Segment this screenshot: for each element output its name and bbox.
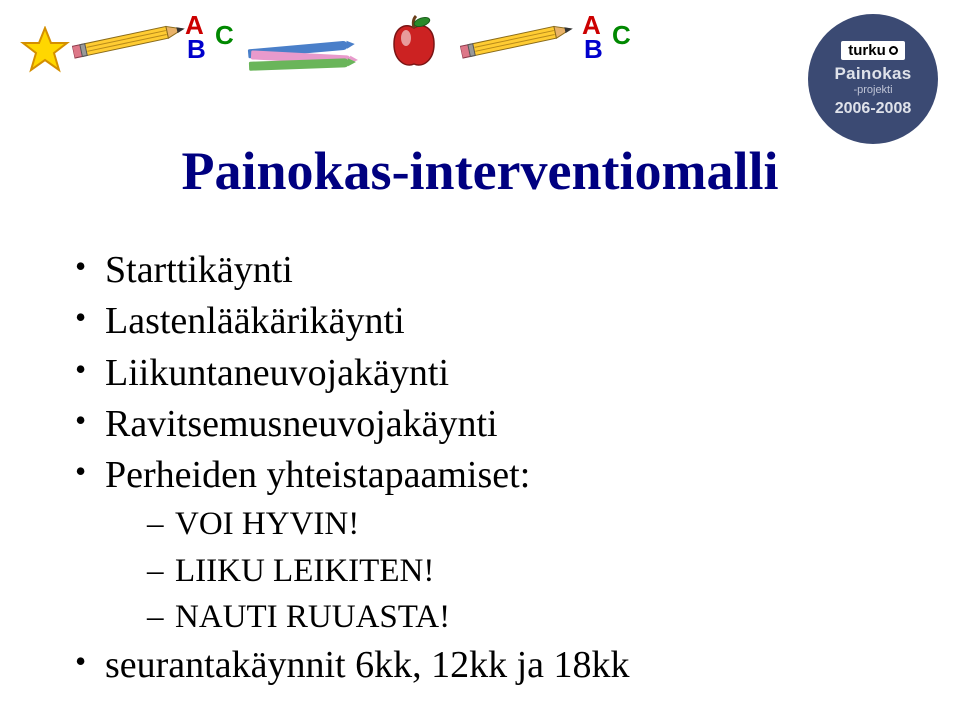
- sub-bullet-text: LIIKU LEIKITEN!: [175, 553, 434, 589]
- star-icon: [20, 26, 70, 74]
- badge-subtitle: -projekti: [853, 84, 892, 96]
- list-item: Perheiden yhteistapaamiset: VOI HYVIN! L…: [75, 450, 900, 640]
- bullet-text: seurantakäynnit 6kk, 12kk ja 18kk: [105, 644, 630, 686]
- pencil-icon: [71, 18, 191, 62]
- badge-project-name: Painokas: [834, 64, 911, 84]
- bullet-text: Lastenlääkärikäynti: [105, 300, 405, 342]
- list-item: Ravitsemusneuvojakäynti: [75, 399, 900, 450]
- crayons-icon: [248, 44, 363, 68]
- abc-letters-icon: ABC: [185, 14, 241, 64]
- slide-title: Painokas-interventiomalli: [0, 140, 960, 202]
- sub-list-item: VOI HYVIN!: [147, 501, 900, 547]
- badge-org-text: turku: [848, 42, 886, 59]
- bullet-list: Starttikäynti Lastenlääkärikäynti Liikun…: [75, 245, 900, 691]
- list-item: Lastenlääkärikäynti: [75, 296, 900, 347]
- bullet-text: Perheiden yhteistapaamiset:: [105, 454, 530, 496]
- sub-bullet-text: VOI HYVIN!: [175, 506, 359, 542]
- sub-list-item: NAUTI RUUASTA!: [147, 594, 900, 640]
- sub-list-item: LIIKU LEIKITEN!: [147, 548, 900, 594]
- badge-org: turku: [841, 41, 905, 60]
- bullet-text: Ravitsemusneuvojakäynti: [105, 403, 498, 445]
- slide-content: Starttikäynti Lastenlääkärikäynti Liikun…: [75, 245, 900, 691]
- sub-bullet-text: NAUTI RUUASTA!: [175, 599, 450, 635]
- abc-letters-icon: ABC: [582, 14, 638, 64]
- project-badge: turku Painokas -projekti 2006-2008: [808, 14, 938, 144]
- list-item: Starttikäynti: [75, 245, 900, 296]
- sub-bullet-list: VOI HYVIN! LIIKU LEIKITEN! NAUTI RUUASTA…: [147, 501, 900, 640]
- badge-years: 2006-2008: [835, 100, 912, 118]
- bullet-text: Liikuntaneuvojakäynti: [105, 352, 449, 394]
- bullet-text: Starttikäynti: [105, 249, 293, 291]
- list-item: seurantakäynnit 6kk, 12kk ja 18kk: [75, 640, 900, 691]
- turku-logo-dot-icon: [889, 46, 898, 55]
- pencil-icon: [459, 18, 579, 62]
- apple-icon: [385, 14, 443, 72]
- list-item: Liikuntaneuvojakäynti: [75, 348, 900, 399]
